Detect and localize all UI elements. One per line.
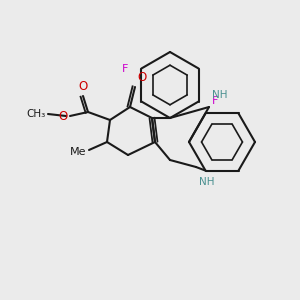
Text: O: O [78, 80, 88, 93]
Text: O: O [59, 110, 68, 122]
Text: F: F [122, 64, 128, 74]
Text: CH₃: CH₃ [27, 109, 46, 119]
Text: NH: NH [199, 177, 214, 187]
Text: NH: NH [212, 90, 227, 100]
Text: Me: Me [70, 147, 86, 157]
Text: F: F [212, 97, 218, 106]
Text: O: O [137, 71, 146, 84]
